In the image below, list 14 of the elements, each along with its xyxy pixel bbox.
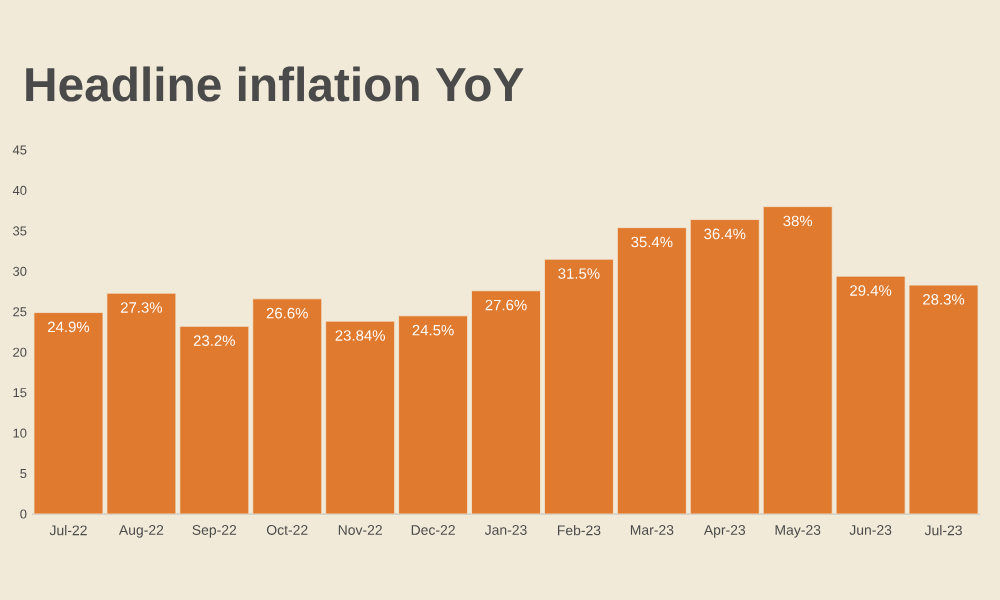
bar xyxy=(544,258,614,514)
bar xyxy=(325,320,396,514)
bar xyxy=(762,206,833,514)
bar xyxy=(252,298,323,514)
bar xyxy=(616,227,687,514)
bar xyxy=(835,275,906,514)
bar xyxy=(106,292,177,514)
bar xyxy=(471,290,541,514)
bar xyxy=(179,325,250,514)
bar xyxy=(398,315,468,514)
bar xyxy=(33,312,104,514)
bar xyxy=(689,219,760,514)
chart-title: Headline inflation YoY xyxy=(26,66,524,102)
bar xyxy=(908,284,979,514)
